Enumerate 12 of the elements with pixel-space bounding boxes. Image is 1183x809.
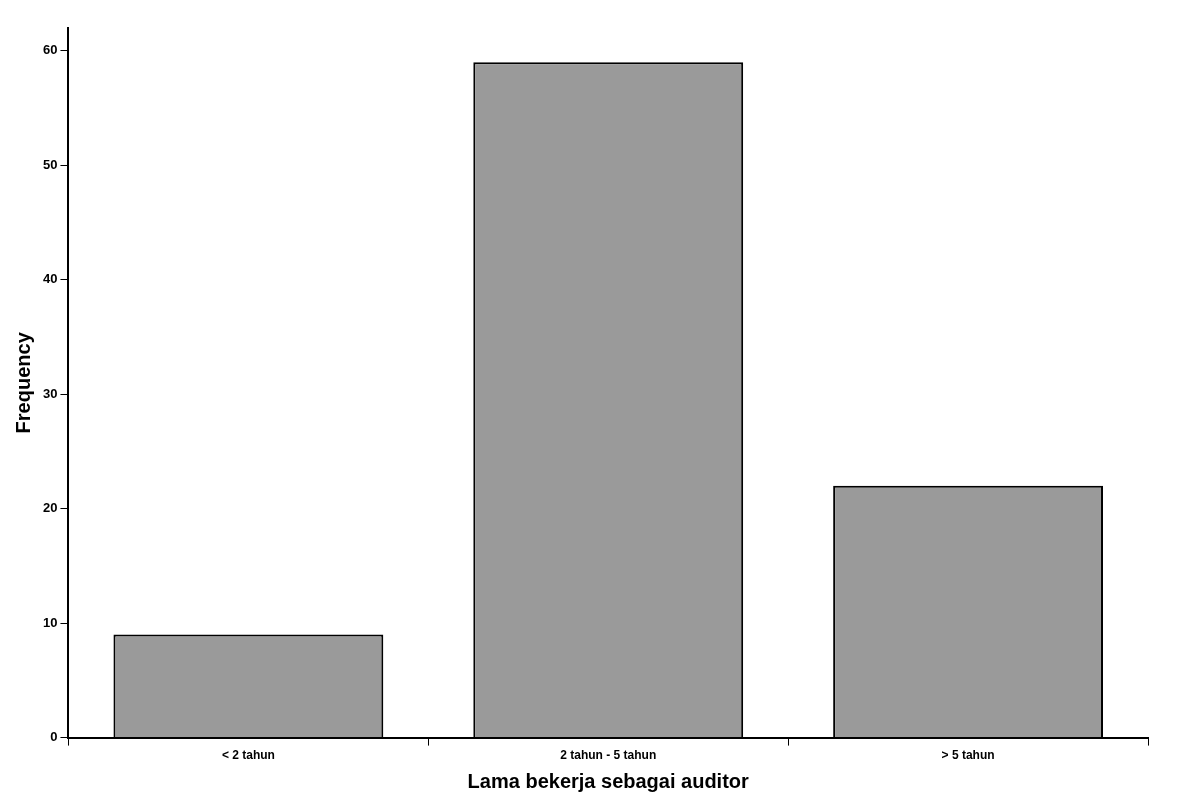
y-tick-label: 40 <box>42 271 58 287</box>
y-axis-title: Frequency <box>11 331 34 434</box>
y-tick-label: 20 <box>42 500 58 516</box>
x-tick-label: < 2 tahun <box>221 748 275 763</box>
x-tick-label: 2 tahun - 5 tahun <box>560 748 657 763</box>
x-axis-title: Lama bekerja sebagai auditor <box>467 769 750 792</box>
y-tick-label: 10 <box>42 614 58 630</box>
x-tick-label: > 5 tahun <box>941 748 995 763</box>
y-tick-label: 30 <box>42 385 58 401</box>
y-tick-label: 0 <box>50 729 58 745</box>
y-tick-label: 60 <box>42 42 58 58</box>
y-tick-label: 50 <box>42 156 58 172</box>
